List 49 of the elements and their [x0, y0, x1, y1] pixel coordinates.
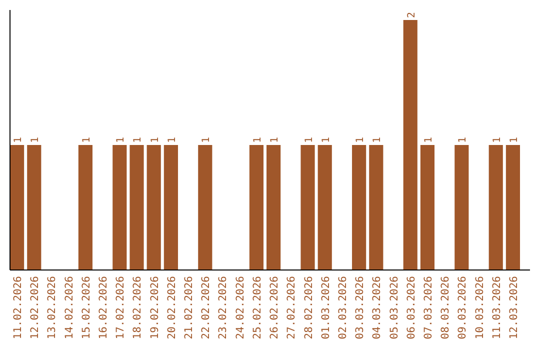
x-tick-label: 25.02.2026	[251, 276, 264, 340]
x-tick-label: 06.03.2026	[405, 276, 418, 340]
x-tick-label: 04.03.2026	[371, 276, 384, 340]
x-tick-label: 14.02.2026	[63, 276, 76, 340]
data-label: 1	[492, 136, 503, 143]
data-label: 1	[320, 136, 332, 143]
x-tick-label: 23.02.2026	[217, 276, 230, 340]
x-tick-label: 03.03.2026	[354, 276, 366, 340]
x-tick-label: 27.02.2026	[286, 276, 298, 340]
data-label: 1	[508, 136, 520, 143]
x-tick-label: 28.02.2026	[302, 276, 315, 340]
x-tick-label: 22.02.2026	[200, 276, 212, 340]
x-tick-label: 24.02.2026	[234, 276, 246, 340]
data-label: 1	[355, 136, 366, 143]
data-label: 1	[270, 136, 281, 143]
data-label: 1	[166, 136, 178, 143]
x-tick-label: 12.02.2026	[29, 276, 42, 340]
x-tick-label: 11.03.2026	[490, 276, 503, 340]
x-tick-label: 13.02.2026	[46, 276, 58, 340]
x-tick-label: 10.03.2026	[474, 276, 486, 340]
x-tick-label: 09.03.2026	[456, 276, 469, 340]
data-label: 1	[30, 136, 42, 143]
x-tick-label: 16.02.2026	[98, 276, 110, 340]
data-label: 1	[13, 136, 24, 143]
data-label: 1	[423, 136, 434, 143]
data-label: 1	[372, 136, 384, 143]
x-tick-label: 21.02.2026	[183, 276, 196, 340]
x-tick-label: 26.02.2026	[268, 276, 281, 340]
data-label: 1	[132, 136, 144, 143]
x-tick-label: 01.03.2026	[320, 276, 332, 340]
x-tick-label: 07.03.2026	[422, 276, 434, 340]
x-tick-label: 18.02.2026	[132, 276, 144, 340]
x-tick-label: 20.02.2026	[166, 276, 178, 340]
data-label: 1	[458, 136, 469, 143]
x-tick-label: 02.03.2026	[336, 276, 349, 340]
x-tick-label: 19.02.2026	[148, 276, 161, 340]
data-label: 1	[81, 136, 92, 143]
data-label: 1	[304, 136, 315, 143]
x-tick-label: 05.03.2026	[388, 276, 400, 340]
x-tick-label: 12.03.2026	[508, 276, 520, 340]
data-label: 1	[150, 136, 161, 143]
x-tick-label: 17.02.2026	[114, 276, 127, 340]
x-tick-label: 11.02.2026	[12, 276, 24, 340]
data-label: 1	[116, 136, 127, 143]
x-tick-label: 15.02.2026	[80, 276, 92, 340]
data-label: 2	[406, 12, 418, 18]
data-label: 1	[201, 136, 212, 143]
x-tick-label: 08.03.2026	[440, 276, 452, 340]
data-label: 1	[252, 136, 264, 143]
